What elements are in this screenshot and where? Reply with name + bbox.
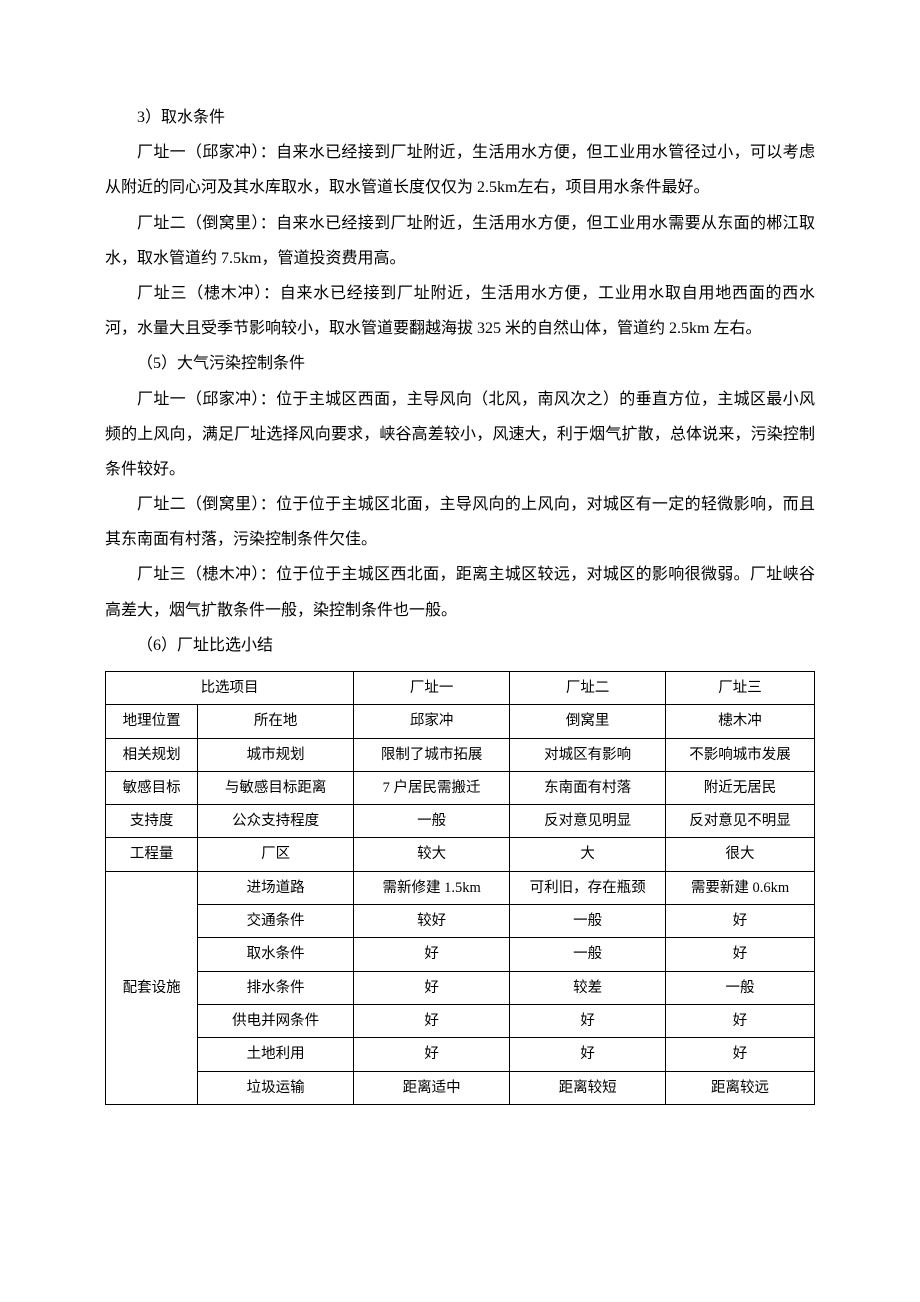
cell-site2: 东南面有村落 <box>510 771 666 804</box>
cell-site2: 一般 <box>510 938 666 971</box>
cell-site3: 很大 <box>666 838 815 871</box>
cell-site1: 需新修建 1.5km <box>354 871 510 904</box>
cell-site3: 不影响城市发展 <box>666 738 815 771</box>
cell-site3: 好 <box>666 938 815 971</box>
paragraph-site1-water: 厂址一（邱家冲）：自来水已经接到厂址附近，生活用水方便，但工业用水管径过小，可以… <box>105 135 815 205</box>
cell-item: 取水条件 <box>198 938 354 971</box>
cell-site3: 反对意见不明显 <box>666 805 815 838</box>
cell-site2: 反对意见明显 <box>510 805 666 838</box>
cell-category: 敏感目标 <box>106 771 198 804</box>
cell-site1: 好 <box>354 971 510 1004</box>
header-compare-item: 比选项目 <box>106 672 354 705</box>
cell-site2: 距离较短 <box>510 1071 666 1104</box>
cell-site1: 好 <box>354 938 510 971</box>
table-row: 相关规划 城市规划 限制了城市拓展 对城区有影响 不影响城市发展 <box>106 738 815 771</box>
cell-site1: 好 <box>354 1038 510 1071</box>
cell-site3: 好 <box>666 1038 815 1071</box>
cell-item: 供电并网条件 <box>198 1004 354 1037</box>
cell-item: 进场道路 <box>198 871 354 904</box>
cell-site1: 一般 <box>354 805 510 838</box>
cell-item: 土地利用 <box>198 1038 354 1071</box>
cell-site3: 好 <box>666 1004 815 1037</box>
cell-site2: 好 <box>510 1038 666 1071</box>
cell-category-group: 配套设施 <box>106 871 198 1104</box>
cell-site2: 对城区有影响 <box>510 738 666 771</box>
cell-site2: 倒窝里 <box>510 705 666 738</box>
cell-category: 支持度 <box>106 805 198 838</box>
table-row: 垃圾运输 距离适中 距离较短 距离较远 <box>106 1071 815 1104</box>
cell-item: 与敏感目标距离 <box>198 771 354 804</box>
header-site3: 厂址三 <box>666 672 815 705</box>
cell-category: 相关规划 <box>106 738 198 771</box>
table-row: 排水条件 好 较差 一般 <box>106 971 815 1004</box>
paragraph-site2-air: 厂址二（倒窝里）：位于位于主城区北面，主导风向的上风向，对城区有一定的轻微影响，… <box>105 487 815 557</box>
table-row: 敏感目标 与敏感目标距离 7 户居民需搬迁 东南面有村落 附近无居民 <box>106 771 815 804</box>
table-row: 地理位置 所在地 邱家冲 倒窝里 槵木冲 <box>106 705 815 738</box>
paragraph-site1-air: 厂址一（邱家冲）：位于主城区西面，主导风向（北风，南风次之）的垂直方位，主城区最… <box>105 382 815 488</box>
table-row: 供电并网条件 好 好 好 <box>106 1004 815 1037</box>
cell-site2: 一般 <box>510 905 666 938</box>
table-row: 取水条件 好 一般 好 <box>106 938 815 971</box>
cell-site3: 距离较远 <box>666 1071 815 1104</box>
cell-site3: 好 <box>666 905 815 938</box>
cell-site3: 一般 <box>666 971 815 1004</box>
table-header-row: 比选项目 厂址一 厂址二 厂址三 <box>106 672 815 705</box>
cell-category: 地理位置 <box>106 705 198 738</box>
table-row: 配套设施 进场道路 需新修建 1.5km 可利旧，存在瓶颈 需要新建 0.6km <box>106 871 815 904</box>
paragraph-site3-air: 厂址三（槵木冲）：位于位于主城区西北面，距离主城区较远，对城区的影响很微弱。厂址… <box>105 557 815 627</box>
paragraph-section-heading-6: （6）厂址比选小结 <box>105 628 815 663</box>
cell-category: 工程量 <box>106 838 198 871</box>
cell-item: 城市规划 <box>198 738 354 771</box>
cell-site1: 较好 <box>354 905 510 938</box>
comparison-table: 比选项目 厂址一 厂址二 厂址三 地理位置 所在地 邱家冲 倒窝里 槵木冲 相关… <box>105 671 815 1105</box>
cell-site2: 较差 <box>510 971 666 1004</box>
cell-site2: 大 <box>510 838 666 871</box>
table-row: 支持度 公众支持程度 一般 反对意见明显 反对意见不明显 <box>106 805 815 838</box>
table-row: 土地利用 好 好 好 <box>106 1038 815 1071</box>
cell-site1: 较大 <box>354 838 510 871</box>
cell-item: 公众支持程度 <box>198 805 354 838</box>
paragraph-section-heading-5: （5）大气污染控制条件 <box>105 346 815 381</box>
cell-site2: 好 <box>510 1004 666 1037</box>
cell-site1: 限制了城市拓展 <box>354 738 510 771</box>
cell-item: 垃圾运输 <box>198 1071 354 1104</box>
cell-site1: 好 <box>354 1004 510 1037</box>
cell-site3: 槵木冲 <box>666 705 815 738</box>
cell-site1: 距离适中 <box>354 1071 510 1104</box>
table-row: 交通条件 较好 一般 好 <box>106 905 815 938</box>
cell-site3: 需要新建 0.6km <box>666 871 815 904</box>
paragraph-site2-water: 厂址二（倒窝里）：自来水已经接到厂址附近，生活用水方便，但工业用水需要从东面的郴… <box>105 206 815 276</box>
cell-item: 交通条件 <box>198 905 354 938</box>
cell-site3: 附近无居民 <box>666 771 815 804</box>
cell-item: 排水条件 <box>198 971 354 1004</box>
cell-site1: 邱家冲 <box>354 705 510 738</box>
table-row: 工程量 厂区 较大 大 很大 <box>106 838 815 871</box>
cell-item: 所在地 <box>198 705 354 738</box>
cell-site2: 可利旧，存在瓶颈 <box>510 871 666 904</box>
header-site2: 厂址二 <box>510 672 666 705</box>
cell-item: 厂区 <box>198 838 354 871</box>
header-site1: 厂址一 <box>354 672 510 705</box>
paragraph-site3-water: 厂址三（槵木冲）：自来水已经接到厂址附近，生活用水方便，工业用水取自用地西面的西… <box>105 276 815 346</box>
paragraph-section-heading-3: 3）取水条件 <box>105 100 815 135</box>
cell-site1: 7 户居民需搬迁 <box>354 771 510 804</box>
